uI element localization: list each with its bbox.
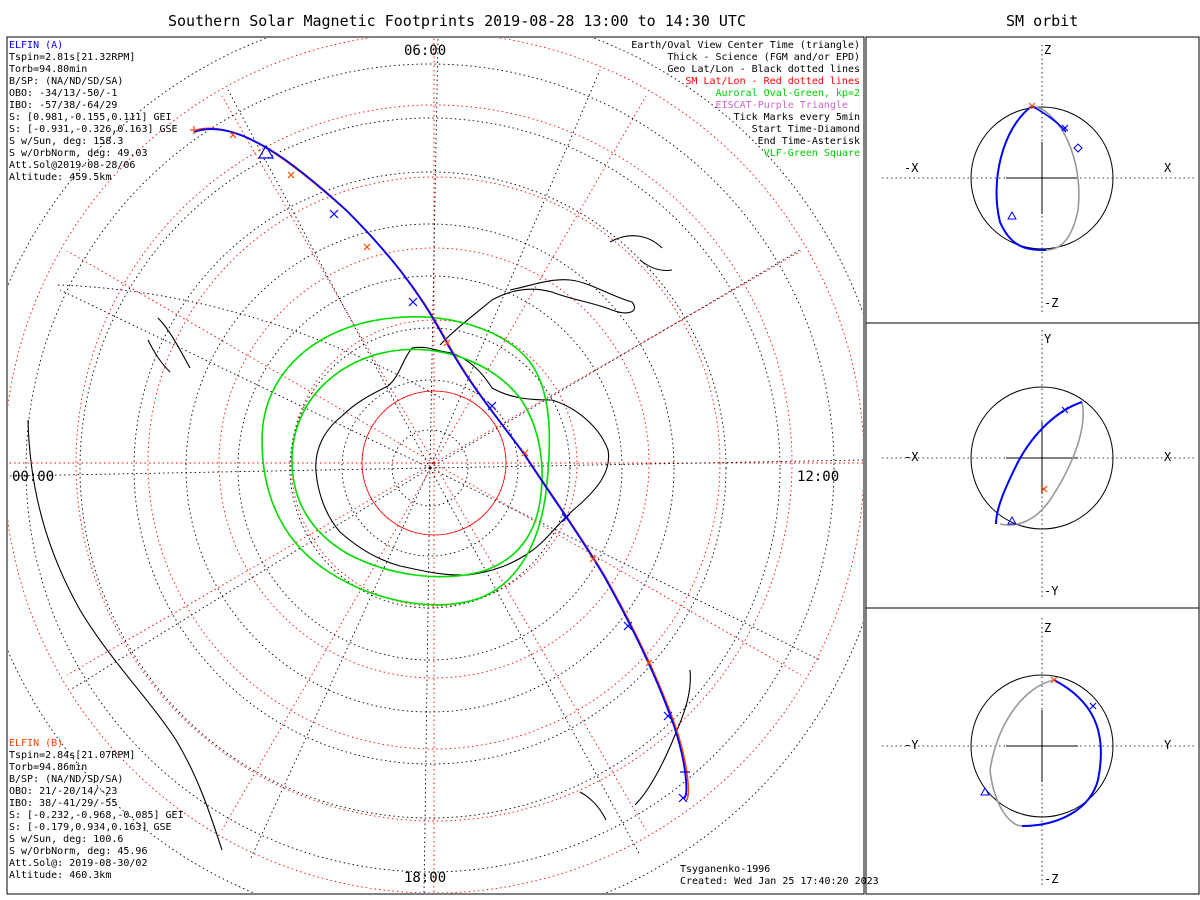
orbit-panel-yz (882, 618, 1196, 886)
clock-label-top: 06:00 (404, 43, 447, 59)
clock-label-right: 12:00 (797, 469, 840, 485)
panel1-bottom-label: -Z (1044, 296, 1059, 310)
elfin-a-track (193, 128, 688, 799)
sat-a-line-3: B/SP: (NA/ND/SD/SA) (9, 76, 124, 87)
legend-item-10: VLF-Green Square (763, 148, 860, 159)
sat-a-line-6: S: [0.981,-0.155,0.111] GEI (9, 112, 172, 123)
map-area (8, 38, 863, 893)
geo-latitude-circles (8, 38, 863, 893)
sm-longitude-lines (8, 38, 863, 893)
panel3-top-label: Z (1044, 621, 1052, 635)
sat-b-line-2: Torb=94.86min (9, 762, 88, 773)
orbit-panel-3-frame (865, 607, 1200, 895)
orbit-panel-title: SM orbit (1006, 12, 1079, 30)
australia-coast (27, 419, 223, 851)
panel1-right-label: X (1164, 161, 1172, 175)
sat-b-line-7: S: [-0.179,0.934,0.163] GSE (9, 822, 172, 833)
sat-b-line-5: IBO: 38/-41/29/-55 (9, 798, 118, 809)
sat-b-line-4: OBO: 21/-20/14/-23 (9, 786, 118, 797)
sat-b-line-9: S w/OrbNorm, deg: 45.96 (9, 846, 148, 857)
legend-item-8: Start Time-Diamond (751, 124, 860, 135)
auroral-oval-outer (261, 316, 551, 606)
sat-b-line-8: S w/Sun, deg: 100.6 (9, 834, 124, 845)
sat-a-line-4: OBO: -34/13/-50/-1 (9, 88, 118, 99)
sat-a-line-8: S w/Sun, deg: 158.3 (9, 136, 124, 147)
sat-b-line-1: Tspin=2.84s[21.07RPM] (9, 750, 136, 761)
sat-a-line-5: IBO: -57/38/-64/29 (9, 100, 118, 111)
coastlines (27, 235, 691, 851)
panel1-left-label: -X (904, 161, 919, 175)
panel3-bottom-label: -Z (1044, 872, 1059, 886)
orbit-panel-1-frame (865, 36, 1200, 324)
legend-item-2: Thick - Science (FGM and/or EPD) (667, 52, 860, 63)
sat-b-line-10: Att.Sol@: 2019-08-30/02 (9, 858, 148, 869)
elfin-b-tick-marks (229, 131, 653, 667)
view-center-triangle (257, 144, 275, 159)
map-frame (6, 36, 865, 895)
panel2-bottom-label: -Y (1044, 584, 1059, 598)
legend-item-9: End Time-Asterisk (757, 136, 860, 147)
orbit-panel-2-frame (865, 322, 1200, 609)
sat-a-line-10: Att.Sol@2019-08-28/06 (9, 160, 136, 171)
panel3-left-label: -Y (904, 738, 919, 752)
legend-item-4: SM Lat/Lon - Red dotted lines (685, 76, 860, 87)
elfin-a-tick-marks (329, 209, 690, 803)
new-zealand-coast (147, 317, 191, 373)
tierra-del-fuego (609, 235, 673, 272)
model-credit: Tsyganenko-1996 (680, 864, 771, 875)
created-timestamp: Created: Wed Jan 25 17:40:20 2023 (680, 876, 879, 887)
africa-coast (634, 669, 691, 806)
geo-longitude-lines (8, 38, 863, 893)
sat-b-line-6: S: [-0.232,-0.968,-0.085] GEI (9, 810, 184, 821)
panel1-top-label: Z (1044, 43, 1052, 57)
orbit-panel-xz (882, 45, 1196, 315)
sat-a-line-1: Tspin=2.81s[21.32RPM] (9, 52, 136, 63)
south-america-coast (439, 279, 636, 346)
sat-a-line-9: S w/OrbNorm, deg: 49.03 (9, 148, 148, 159)
sat-b-line-3: B/SP: (NA/ND/SD/SA) (9, 774, 124, 785)
figure-title: Southern Solar Magnetic Footprints 2019-… (168, 12, 746, 30)
legend-item-7: Tick Marks every 5min (733, 112, 860, 123)
panel2-right-label: X (1164, 450, 1172, 464)
panel2-top-label: Y (1044, 332, 1052, 346)
sat-a-line-11: Altitude: 459.5km (9, 172, 112, 183)
sat-a-line-7: S: [-0.931,-0.326,0.163] GSE (9, 124, 178, 135)
sat-a-name: ELFIN (A) (9, 40, 64, 51)
auroral-oval-inner (291, 348, 543, 578)
panel2-left-label: -X (904, 450, 919, 464)
antarctica-coast (315, 346, 610, 576)
orbit-panel-xy (882, 330, 1196, 598)
sat-b-name: ELFIN (B) (9, 738, 64, 749)
sat-b-line-11: Altitude: 460.3km (9, 870, 112, 881)
clock-label-left: 00:00 (12, 469, 55, 485)
legend-item-6: EISCAT-Purple Triangle (715, 100, 848, 111)
legend-item-1: Earth/Oval View Center Time (triangle) (631, 40, 860, 51)
panel3-right-label: Y (1164, 738, 1172, 752)
clock-label-bottom: 18:00 (404, 870, 447, 886)
madagascar-coast (579, 791, 607, 821)
legend-item-5: Auroral Oval-Green, kp=2 (715, 88, 861, 99)
view-center-meridian (57, 284, 446, 401)
start-asterisk-a (190, 126, 198, 134)
sat-a-line-2: Torb=94.80min (9, 64, 88, 75)
legend-item-3: Geo Lat/Lon - Black dotted lines (667, 64, 860, 75)
